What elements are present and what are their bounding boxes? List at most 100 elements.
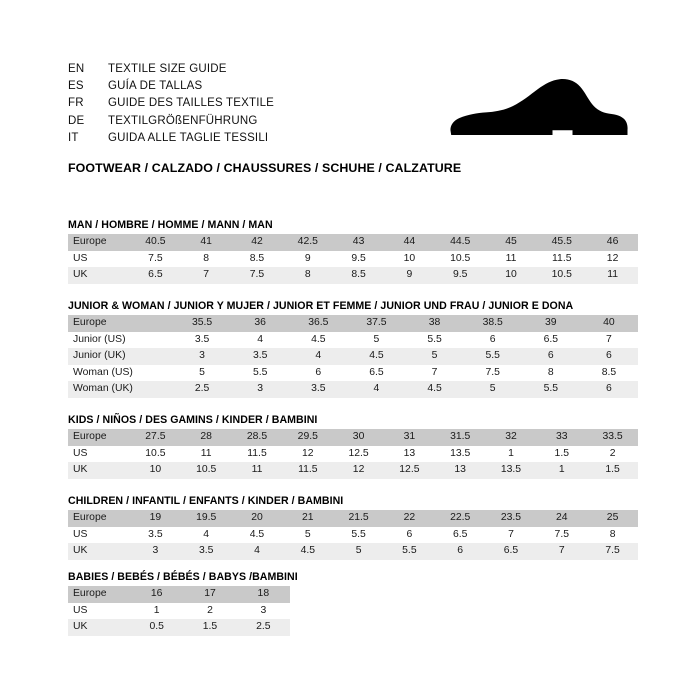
language-header: EN TEXTILE SIZE GUIDE ES GUÍA DE TALLAS …: [68, 63, 448, 149]
row-label: UK: [68, 543, 130, 560]
size-cell: 6: [434, 543, 486, 560]
size-cell: 5.5: [231, 364, 290, 382]
size-table-man: Europe 40.5 41 42 42.5 43 44 44.5 45 45.5 46 US 7.5 8…: [68, 234, 638, 284]
size-cell: 24: [536, 510, 588, 527]
size-cell: 38.5: [463, 315, 522, 332]
table-row: UK 10 10.5 11 11.5 12 12.5 13 13.5 1 1.5: [68, 462, 638, 479]
size-cell: 2.5: [173, 381, 232, 398]
size-cell: 42.5: [282, 234, 334, 251]
size-cell: 1.5: [536, 445, 588, 463]
section-babies: BABIES / BEBÉS / BÉBÉS / BABYS /BAMBINI …: [68, 571, 298, 636]
size-cell: 2.5: [236, 619, 290, 636]
language-row-it: IT GUIDA ALLE TAGLIE TESSILI: [68, 132, 448, 149]
size-cell: 6: [579, 348, 638, 365]
row-label: US: [68, 250, 130, 268]
size-cell: 11: [231, 462, 283, 479]
size-cell: 12: [282, 445, 334, 463]
size-cell: 7.5: [463, 364, 522, 382]
size-cell: 8.5: [231, 250, 283, 268]
size-cell: 13.5: [434, 445, 486, 463]
size-cell: 5: [347, 331, 406, 349]
row-label: Europe: [68, 234, 130, 251]
size-cell: 8: [587, 526, 638, 544]
size-cell: 7: [180, 267, 232, 284]
size-cell: 9.5: [333, 250, 384, 268]
table-row: Europe 40.5 41 42 42.5 43 44 44.5 45 45.5 46: [68, 234, 638, 251]
size-cell: 4.5: [347, 348, 406, 365]
size-cell: 21.5: [333, 510, 384, 527]
table-row: Europe 27.5 28 28.5 29.5 30 31 31.5 32 33 33.5: [68, 429, 638, 446]
size-cell: 1: [485, 445, 537, 463]
size-cell: 5: [282, 526, 334, 544]
size-cell: 3: [231, 381, 290, 398]
size-cell: 11.5: [536, 250, 588, 268]
size-cell: 6: [579, 381, 638, 398]
size-cell: 11.5: [282, 462, 334, 479]
language-code-de: DE: [68, 114, 85, 127]
size-cell: 33: [536, 429, 588, 446]
row-label: US: [68, 445, 130, 463]
size-cell: 13: [383, 445, 435, 463]
table-row: US 1 2 3: [68, 602, 290, 620]
size-cell: 5.5: [333, 526, 384, 544]
language-code-en: EN: [68, 63, 85, 75]
section-title-children: CHILDREN / INFANTIL / ENFANTS / KINDER /…: [68, 495, 344, 507]
row-label: Europe: [68, 315, 173, 332]
size-cell: 6: [463, 331, 522, 349]
section-title-junior-woman: JUNIOR & WOMAN / JUNIOR Y MUJER / JUNIOR…: [68, 300, 574, 312]
section-title-man: MAN / HOMBRE / HOMME / MANN / MAN: [68, 219, 273, 231]
size-cell: 19.5: [180, 510, 232, 527]
size-cell: 4: [180, 526, 232, 544]
language-row-fr: FR GUIDE DES TAILLES TEXTILE: [68, 97, 448, 114]
size-cell: 10.5: [434, 250, 486, 268]
size-cell: 6.5: [485, 543, 537, 560]
size-cell: 4: [289, 348, 348, 365]
size-cell: 35.5: [173, 315, 232, 332]
row-label: Europe: [68, 510, 130, 527]
table-row: US 10.5 11 11.5 12 12.5 13 13.5 1 1.5 2: [68, 445, 638, 463]
size-cell: 11: [485, 250, 537, 268]
size-cell: 4: [231, 331, 290, 349]
language-code-es: ES: [68, 80, 84, 93]
size-cell: 17: [183, 586, 237, 603]
size-cell: 1: [130, 602, 184, 620]
size-cell: 31: [383, 429, 435, 446]
size-cell: 5.5: [463, 348, 522, 365]
language-code-it: IT: [68, 131, 79, 144]
size-cell: 6.5: [130, 267, 181, 284]
row-label: Europe: [68, 586, 130, 603]
size-cell: 4.5: [289, 331, 348, 349]
size-cell: 46: [587, 234, 638, 251]
table-row: UK 0.5 1.5 2.5: [68, 619, 290, 636]
size-cell: 4: [347, 381, 406, 398]
size-cell: 16: [130, 586, 184, 603]
table-row: US 7.5 8 8.5 9 9.5 10 10.5 11 11.5 12: [68, 250, 638, 268]
size-cell: 20: [231, 510, 283, 527]
table-row: Europe 19 19.5 20 21 21.5 22 22.5 23.5 24 25: [68, 510, 638, 527]
size-cell: 2: [587, 445, 638, 463]
size-cell: 21: [282, 510, 334, 527]
size-table-children: Europe 19 19.5 20 21 21.5 22 22.5 23.5 24 25 US 3.5 4…: [68, 510, 638, 560]
size-cell: 3: [236, 602, 290, 620]
size-cell: 7.5: [231, 267, 283, 284]
size-cell: 8: [521, 364, 580, 382]
size-cell: 11.5: [231, 445, 283, 463]
table-row: US 3.5 4 4.5 5 5.5 6 6.5 7 7.5 8: [68, 526, 638, 544]
size-cell: 28.5: [231, 429, 283, 446]
size-cell: 37.5: [347, 315, 406, 332]
size-cell: 12: [587, 250, 638, 268]
size-cell: 8.5: [333, 267, 384, 284]
size-cell: 5: [405, 348, 464, 365]
size-cell: 10: [383, 250, 435, 268]
size-cell: 22.5: [434, 510, 486, 527]
row-label: UK: [68, 462, 130, 479]
size-cell: 9.5: [434, 267, 486, 284]
size-cell: 8: [180, 250, 232, 268]
size-cell: 6.5: [434, 526, 486, 544]
size-cell: 6: [521, 348, 580, 365]
row-label: Woman (US): [68, 364, 173, 382]
size-cell: 3.5: [173, 331, 232, 349]
size-cell: 38: [405, 315, 464, 332]
size-cell: 18: [236, 586, 290, 603]
size-cell: 25: [587, 510, 638, 527]
